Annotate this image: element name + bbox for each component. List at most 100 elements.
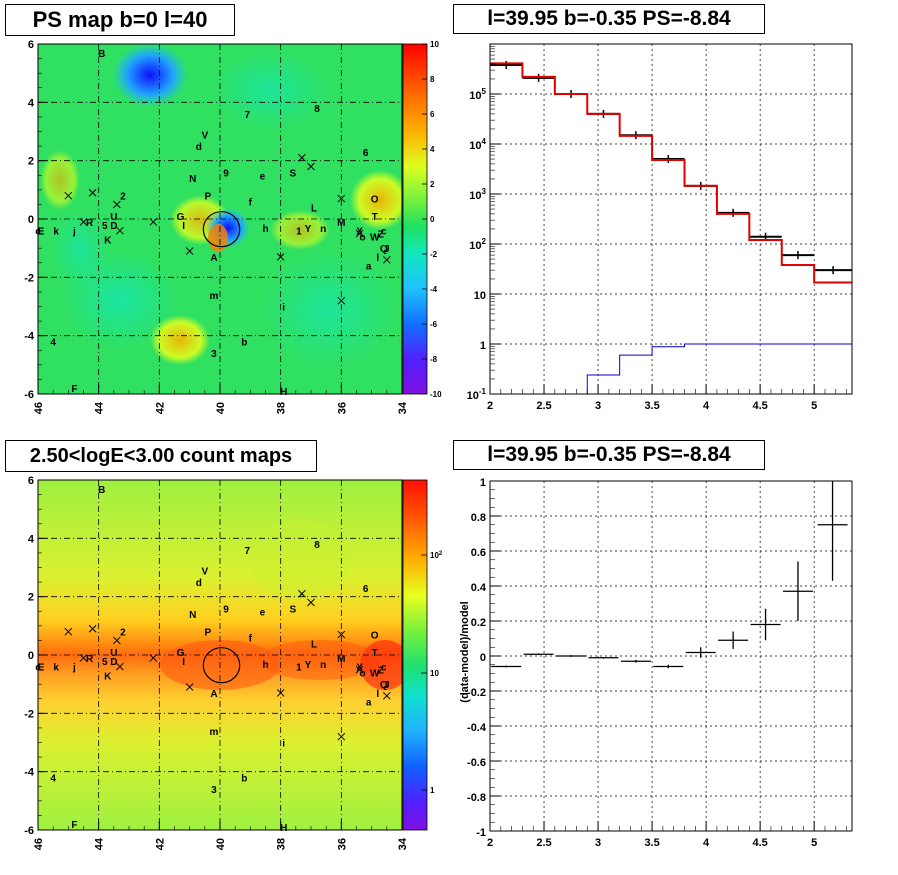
- residual-axes: 2 2.5 3 3.5 4 4.5 5 1 0.8 0.6 0.4 0.2 0 -0.2 -0.4 -0.6 -…: [467, 477, 847, 849]
- x-tick-label: 3.5: [644, 837, 659, 849]
- y-tick-label: 103: [469, 187, 486, 202]
- source-label: S: [289, 168, 296, 179]
- source-cross: [307, 162, 315, 171]
- source-label: Q: [380, 680, 388, 691]
- source-label: W: [370, 233, 380, 244]
- y-tick-label: 0: [480, 652, 486, 664]
- source-label: 7: [245, 546, 251, 557]
- source-label: c: [35, 663, 41, 674]
- source-label: I: [182, 657, 185, 668]
- source-label: c: [381, 227, 387, 238]
- source-cross: [355, 229, 364, 238]
- residual-point: [685, 647, 716, 658]
- y-tick-label: 4: [28, 533, 35, 545]
- y-tick-label: 2: [28, 156, 34, 168]
- source-label: H: [280, 387, 287, 398]
- source-label: G: [177, 648, 185, 659]
- y-tick-label: -4: [24, 767, 35, 779]
- cross-stroke: [64, 191, 73, 200]
- source-label: I: [182, 221, 185, 232]
- source-cross: [79, 654, 88, 662]
- colorbar-tick-label: -6: [430, 320, 438, 329]
- source-cross: [307, 598, 315, 607]
- source-cross: [149, 654, 158, 662]
- source-label: N: [189, 610, 196, 621]
- count-colorbar: [403, 480, 427, 830]
- source-label: h: [262, 224, 268, 235]
- cross-stroke: [88, 624, 97, 633]
- x-tick-label: 44: [94, 401, 106, 414]
- target-circle: [202, 647, 241, 684]
- count-map-grid: [38, 480, 402, 830]
- ps-map-grid: [38, 44, 402, 394]
- source-label: f: [249, 634, 253, 645]
- x-tick-label: 38: [276, 402, 288, 414]
- source-label: A: [210, 689, 217, 700]
- x-tick-label: 34: [397, 837, 409, 850]
- residual-point: [653, 664, 684, 669]
- x-tick-label: 42: [154, 402, 166, 414]
- source-label: 2: [120, 628, 126, 639]
- source-label: o: [360, 669, 366, 680]
- cross-stroke: [337, 296, 346, 305]
- x-tick-label: 4.5: [753, 400, 768, 412]
- source-label: D: [110, 657, 117, 668]
- source-label: M: [337, 218, 345, 229]
- y-tick-label: 104: [469, 137, 486, 152]
- source-cross: [355, 665, 364, 674]
- source-label: k: [53, 227, 59, 238]
- residual-point: [750, 608, 781, 641]
- cross-stroke: [116, 662, 124, 671]
- source-label: l: [376, 689, 379, 700]
- y-tick-label: -1: [476, 827, 486, 839]
- y-tick-label: 0.8: [471, 512, 486, 524]
- y-tick-label: -2: [24, 708, 34, 720]
- source-label: D: [110, 221, 117, 232]
- spectrum-series: [490, 61, 852, 394]
- x-tick-label: 46: [33, 838, 45, 850]
- source-label: J: [384, 680, 390, 691]
- source-label: d: [196, 142, 202, 153]
- source-label: n: [320, 224, 326, 235]
- source-cross: [185, 247, 194, 255]
- count-map-title: 2.50<logE<3.00 count maps: [5, 440, 317, 472]
- x-tick-label: 34: [397, 401, 409, 414]
- colorbar-tick-label: -8: [430, 355, 438, 364]
- y-tick-label: 10-1: [467, 387, 487, 402]
- x-tick-label: 44: [94, 837, 106, 850]
- source-label: 3: [211, 785, 217, 796]
- x-tick-label: 3: [595, 837, 601, 849]
- source-label: T: [372, 212, 378, 223]
- x-tick-label: 4: [703, 837, 710, 849]
- y-tick-label: 10: [474, 290, 486, 302]
- source-label: F: [71, 384, 77, 395]
- colorbar-tick-label: 10: [430, 669, 439, 678]
- model-line: [490, 62, 852, 284]
- y-tick-label: -6: [24, 825, 34, 837]
- source-label: b: [241, 774, 247, 785]
- source-label: K: [104, 235, 112, 246]
- colorbar-tick-label: 102: [430, 551, 443, 560]
- cross-stroke: [88, 188, 97, 197]
- y-tick-label: 6: [28, 39, 34, 51]
- residual-title: l=39.95 b=-0.35 PS=-8.84: [453, 440, 765, 470]
- residual-series: [491, 481, 848, 669]
- source-label: O: [371, 631, 379, 642]
- source-label: O: [371, 195, 379, 206]
- source-label: j: [72, 663, 76, 674]
- source-label: L: [311, 639, 317, 650]
- ps-component-line: [490, 343, 852, 394]
- residual-y-axis-label: (data-model)/model: [459, 601, 471, 702]
- x-tick-label: 40: [215, 838, 227, 850]
- x-tick-label: 40: [215, 402, 227, 414]
- source-cross: [337, 732, 346, 741]
- source-label: c: [381, 663, 387, 674]
- y-tick-label: 1: [480, 477, 486, 489]
- source-label: P: [205, 628, 212, 639]
- source-label: m: [209, 727, 218, 738]
- source-cross: [64, 627, 73, 636]
- x-tick-label: 36: [336, 838, 348, 850]
- source-cross: [382, 255, 391, 264]
- x-tick-label: 5: [811, 400, 817, 412]
